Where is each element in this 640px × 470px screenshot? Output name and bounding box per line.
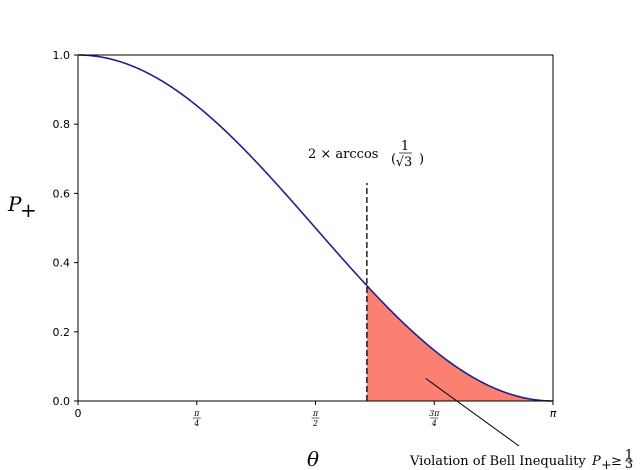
x-tick-label: π2: [311, 409, 320, 428]
x-tick-label: π4: [192, 409, 201, 428]
annotation-label: Violation of Bell Inequality P + ≥ 1 3: [409, 448, 633, 470]
svg-text:2 × arccos: 2 × arccos: [308, 147, 378, 162]
svg-text:): ): [419, 152, 424, 167]
y-tick-label: 0.6: [53, 187, 71, 200]
probability-curve: [77, 54, 554, 402]
y-axis-title: P +: [7, 192, 37, 222]
svg-text:≥: ≥: [611, 454, 622, 469]
y-tick-label: 0.0: [53, 395, 71, 408]
x-axis-title: θ: [307, 447, 319, 470]
x-tick-label: 0: [75, 407, 82, 420]
y-tick-label: 0.2: [53, 326, 71, 339]
svg-text:Violation of Bell Inequality: Violation of Bell Inequality: [409, 454, 586, 469]
svg-text:3: 3: [625, 457, 633, 470]
svg-text:1: 1: [625, 448, 633, 463]
svg-text:+: +: [20, 198, 37, 222]
x-tick-label: 3π4: [429, 409, 440, 428]
y-tick-label: 1.0: [53, 49, 71, 62]
svg-text:P: P: [591, 454, 601, 469]
svg-text:(: (: [391, 152, 396, 167]
violation-shaded-region: [366, 285, 553, 401]
svg-text:√3: √3: [396, 155, 413, 170]
threshold-label: 2 × arccos ( 1 √3 ): [308, 139, 424, 170]
y-tick-label: 0.8: [53, 118, 71, 131]
svg-text:4: 4: [431, 419, 437, 428]
svg-text:1: 1: [401, 139, 409, 154]
y-tick-label: 0.4: [53, 257, 71, 270]
y-axis-ticks: 0.0 0.2 0.4 0.6 0.8 1.0: [53, 49, 78, 408]
svg-text:3π: 3π: [429, 409, 440, 418]
svg-text:π: π: [193, 409, 200, 418]
x-tick-label: π: [550, 407, 557, 420]
svg-text:π: π: [312, 409, 319, 418]
svg-text:+: +: [601, 458, 612, 470]
svg-text:4: 4: [193, 419, 199, 428]
svg-text:P: P: [7, 192, 22, 216]
annotation-arrow: [425, 378, 520, 447]
svg-text:2: 2: [312, 419, 318, 428]
